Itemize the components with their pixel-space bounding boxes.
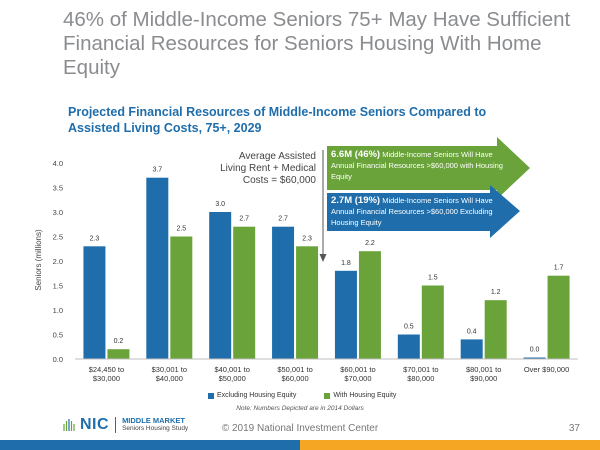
logo-divider	[115, 417, 117, 433]
pointer-arrowhead	[319, 254, 327, 262]
bar-excluding	[146, 177, 169, 359]
data-label: 1.5	[428, 275, 438, 282]
x-tick-label: $40,000	[156, 374, 183, 383]
x-tick-label: $30,001 to	[152, 365, 187, 374]
legend: Excluding Housing Equity With Housing Eq…	[208, 392, 396, 399]
data-label: 1.2	[491, 289, 501, 296]
y-tick-label: 1.0	[53, 306, 63, 315]
arrow-excluding-equity-desc: Middle-Income Seniors Will Have Annual F…	[331, 196, 493, 227]
y-tick-label: 0.0	[53, 355, 63, 364]
x-tick-label: Over $90,000	[524, 365, 569, 374]
chart-title: Projected Financial Resources of Middle-…	[68, 105, 487, 135]
data-label: 0.0	[530, 347, 540, 354]
x-tick-label: $70,000	[344, 374, 371, 383]
bar-with	[484, 300, 507, 359]
y-tick-label: 2.5	[53, 233, 63, 242]
y-axis-label: Seniors (millions)	[34, 229, 43, 291]
arrow-with-equity-highlight: 6.6M (46%)	[331, 149, 381, 160]
nic-logo: NIC MIDDLE MARKET Seniors Housing Study	[62, 416, 188, 434]
arrow-with-equity-desc: Middle-Income Seniors Will Have Annual F…	[331, 150, 503, 181]
copyright: © 2019 National Investment Center	[221, 423, 379, 434]
x-tick-label: $60,001 to	[340, 365, 375, 374]
bar-excluding	[209, 212, 232, 359]
data-label: 2.7	[278, 216, 288, 223]
bottom-bar-blue	[0, 440, 300, 450]
x-tick-label: $90,000	[470, 374, 497, 383]
avg-cost-label: Average Assisted Living Rent + Medical C…	[220, 151, 316, 186]
data-label: 1.8	[341, 260, 351, 267]
logo-line1: MIDDLE MARKET	[122, 416, 185, 425]
bar-with	[233, 226, 256, 359]
y-tick-label: 1.5	[53, 282, 63, 291]
logo-line2: Seniors Housing Study	[122, 425, 189, 432]
leaf-icon	[63, 419, 75, 431]
legend-item-with: With Housing Equity	[324, 392, 396, 399]
legend-swatch-excluding	[208, 392, 214, 399]
data-label: 2.5	[176, 226, 186, 233]
data-label: 0.5	[404, 324, 414, 331]
bar-with	[296, 246, 319, 359]
data-label: 2.2	[365, 240, 375, 247]
data-label: 2.3	[302, 235, 312, 242]
y-tick-label: 2.0	[53, 257, 63, 266]
bar-excluding	[460, 339, 483, 359]
legend-label-excluding: Excluding Housing Equity	[217, 392, 297, 399]
bar-with	[170, 236, 193, 359]
x-tick-label: $24,450 to	[89, 365, 124, 374]
bar-excluding	[83, 246, 106, 359]
slide-title: 46% of Middle-Income Seniors 75+ May Hav…	[63, 8, 571, 79]
legend-swatch-with	[324, 392, 331, 399]
legend-label-with: With Housing Equity	[333, 392, 397, 399]
x-tick-label: $50,001 to	[277, 365, 312, 374]
bar-with	[421, 285, 444, 359]
x-tick-label: $60,000	[282, 374, 309, 383]
bar-with	[547, 275, 570, 359]
arrow-excluding-equity-text: 2.7M (19%) Middle-Income Seniors Will Ha…	[331, 195, 497, 228]
x-tick-label: $30,000	[93, 374, 120, 383]
logo-text: MIDDLE MARKET Seniors Housing Study	[122, 417, 188, 433]
chart-note: Note: Numbers Depicted are in 2014 Dolla…	[236, 405, 364, 412]
y-tick-label: 3.5	[53, 184, 63, 193]
x-tick-label: $70,001 to	[403, 365, 438, 374]
data-label: 0.4	[467, 328, 477, 335]
y-tick-label: 3.0	[53, 208, 63, 217]
y-tick-label: 0.5	[53, 331, 63, 340]
logo-nic: NIC	[80, 416, 110, 433]
y-tick-label: 4.0	[53, 159, 63, 168]
bottom-bar-orange	[300, 440, 600, 450]
bar-excluding	[397, 334, 420, 359]
data-label: 3.0	[215, 201, 225, 208]
bar-excluding	[272, 226, 295, 359]
page-number: 37	[568, 423, 580, 434]
arrow-excluding-equity-highlight: 2.7M (19%)	[331, 195, 381, 206]
x-tick-label: $50,000	[219, 374, 246, 383]
legend-item-excluding: Excluding Housing Equity	[208, 392, 296, 399]
data-label: 0.2	[114, 338, 124, 345]
bar-excluding	[523, 357, 546, 359]
bar-with	[358, 251, 381, 359]
bottom-bar	[0, 440, 600, 450]
data-label: 2.3	[90, 235, 100, 242]
arrow-excluding-equity	[327, 185, 520, 238]
arrow-with-equity	[327, 137, 530, 199]
data-label: 1.7	[554, 265, 564, 272]
x-tick-label: $80,000	[407, 374, 434, 383]
bar-with	[107, 349, 130, 359]
x-tick-label: $40,001 to	[214, 365, 249, 374]
data-label: 3.7	[152, 167, 162, 174]
arrow-with-equity-text: 6.6M (46%) Middle-Income Seniors Will Ha…	[331, 149, 503, 182]
x-tick-label: $80,001 to	[466, 365, 501, 374]
data-label: 2.7	[239, 216, 249, 223]
bar-excluding	[334, 270, 357, 359]
